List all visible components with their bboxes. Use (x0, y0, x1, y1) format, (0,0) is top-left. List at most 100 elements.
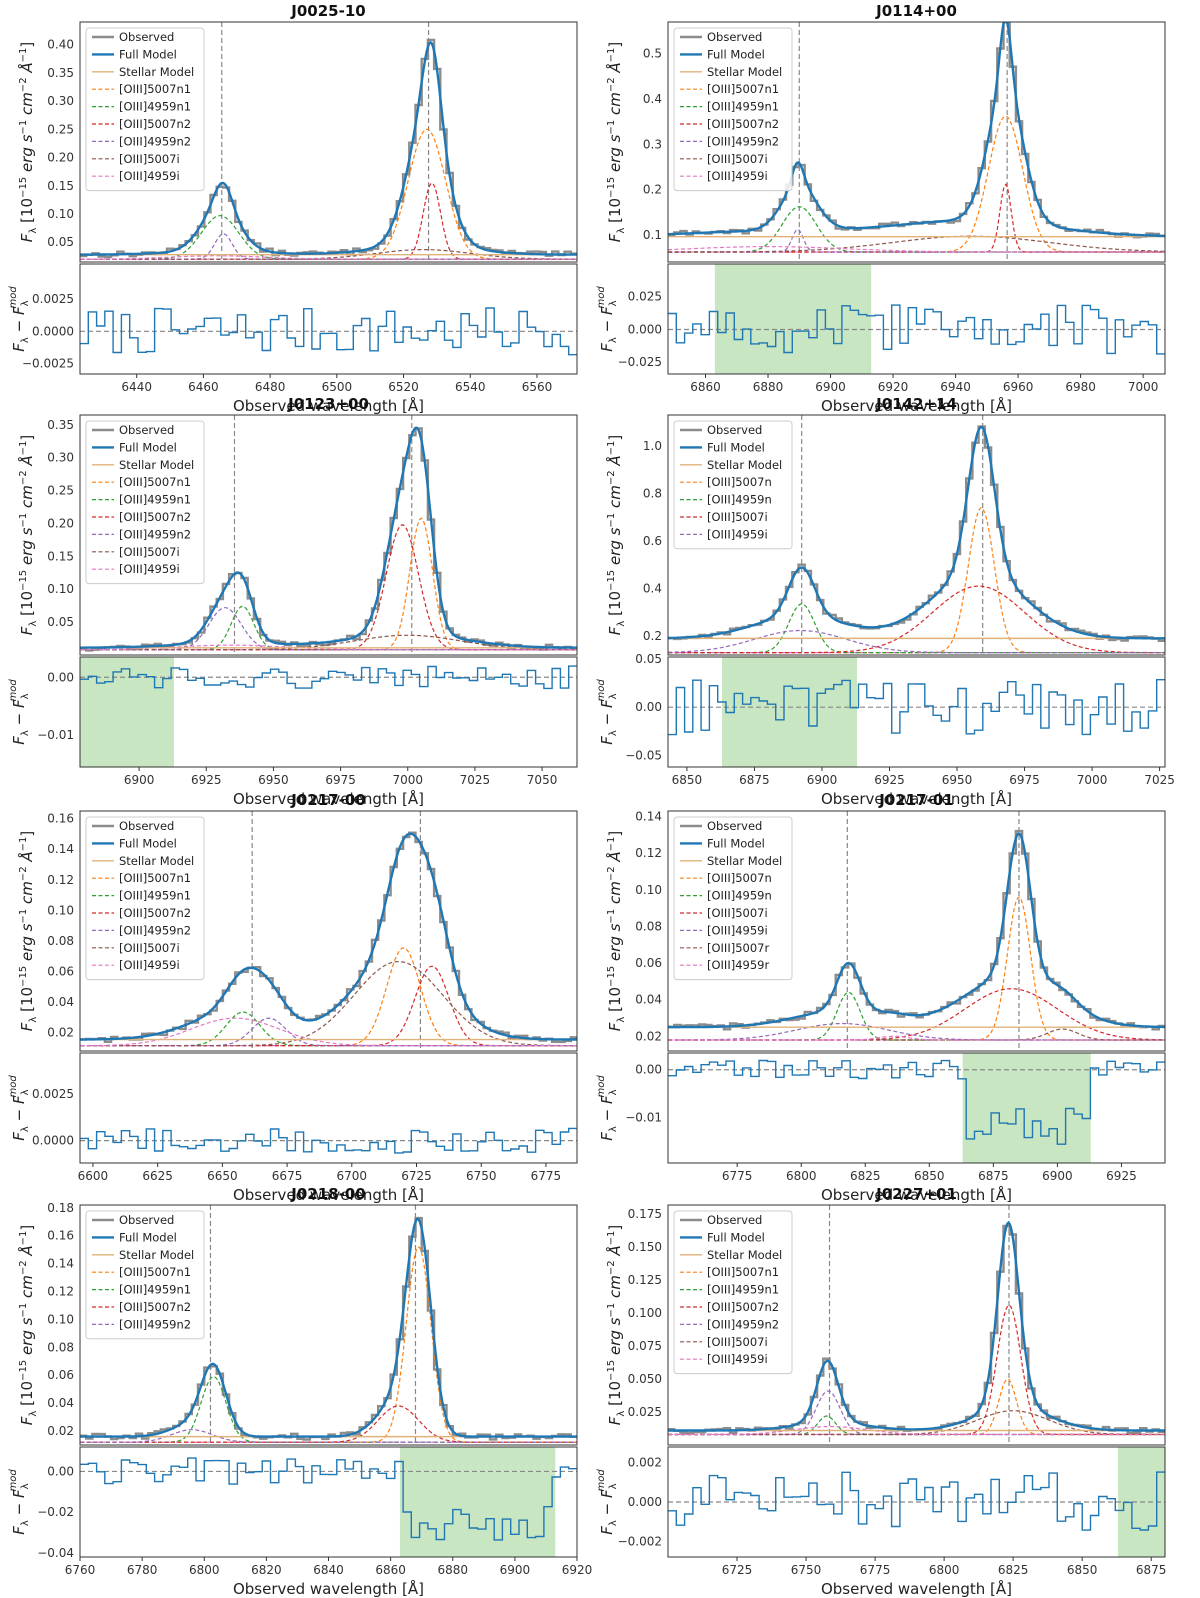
legend-entry: [OIII]4959r (707, 958, 769, 972)
residual-y-tick-label: 0.025 (628, 290, 662, 304)
masked-region (722, 657, 858, 767)
y-tick-label: 0.12 (47, 873, 74, 887)
panel-title: J0217-00 (290, 791, 365, 809)
residual-line (668, 679, 1165, 736)
y-tick-label: 0.08 (635, 919, 662, 933)
component-oiii5007i (668, 585, 1165, 654)
legend-entry: Full Model (119, 440, 177, 454)
panel-j0114-00: J0114+00 0.1 0.2 0.3 0.4 0.5 Observed Full Mode… (596, 2, 1166, 415)
x-tick-label: 6975 (325, 773, 356, 787)
full-model-curve (668, 1220, 1165, 1432)
x-tick-label: 7000 (1077, 773, 1108, 787)
y-tick-label: 0.08 (47, 1340, 74, 1354)
x-tick-label: 6750 (466, 1169, 497, 1183)
legend-entry: Full Model (707, 440, 765, 454)
y-tick-label: 0.25 (47, 484, 74, 498)
component-oiii4959i (80, 255, 577, 260)
panel-j0218-00: J0218-00 0.02 0.04 0.06 0.08 0.10 0.12 0.14 0.16… (8, 1185, 592, 1598)
legend-entry: [OIII]4959n (707, 889, 772, 903)
panel-j0217-01: J0217-01 0.02 0.04 0.06 0.08 0.10 0.12 0.14 Obse… (596, 791, 1166, 1204)
residual-plot-area (668, 1447, 1165, 1557)
y-tick-label: 0.6 (643, 534, 662, 548)
component-oiii4959r (668, 1035, 1165, 1041)
x-tick-label: 6775 (531, 1169, 562, 1183)
x-tick-label: 6700 (337, 1169, 368, 1183)
x-axis-label: Observed wavelength [Å] (233, 1185, 424, 1204)
x-tick-label: 6625 (142, 1169, 173, 1183)
component-oiii4959i (668, 246, 1165, 253)
y-tick-label: 0.1 (643, 228, 662, 242)
y-tick-label: 1.0 (643, 439, 662, 453)
main-plot-area (668, 415, 1165, 655)
legend-entry: [OIII]5007n (707, 475, 772, 489)
y-tick-label: 0.025 (628, 1405, 662, 1419)
legend-entry: [OIII]5007i (707, 906, 768, 920)
legend-entry: [OIII]4959n2 (707, 1317, 779, 1331)
legend-entry: [OIII]4959i (119, 562, 180, 576)
legend-entry: Observed (119, 1213, 174, 1227)
x-tick-label: 6825 (850, 1169, 881, 1183)
residual-line (80, 665, 577, 690)
y-axis-label: Fλ [10−15 erg s−1 cm−2 Å−1] (17, 1225, 39, 1425)
residual-line (80, 1457, 577, 1541)
legend-entry: [OIII]4959n2 (119, 1317, 191, 1331)
main-axes-frame (79, 810, 578, 1052)
x-tick-label: 6925 (874, 773, 905, 787)
y-tick-label: 0.5 (643, 47, 662, 61)
legend-entry: Stellar Model (119, 458, 194, 472)
y-tick-label: 0.04 (47, 1396, 74, 1410)
x-tick-label: 6650 (207, 1169, 238, 1183)
y-tick-label: 0.25 (47, 122, 74, 136)
x-tick-label: 6925 (1106, 1169, 1137, 1183)
y-tick-label: 0.150 (628, 1240, 662, 1254)
x-tick-label: 6520 (388, 380, 419, 394)
x-tick-label: 6850 (672, 773, 703, 787)
component-oiii4959i (668, 1425, 1165, 1436)
x-tick-label: 6960 (1003, 380, 1034, 394)
residual-line (668, 1059, 1165, 1145)
x-tick-label: 6875 (978, 1169, 1009, 1183)
main-axes-frame (667, 810, 1166, 1052)
residual-axes-frame (667, 656, 1166, 768)
main-axes-frame (79, 21, 578, 263)
full-model-curve (668, 22, 1165, 238)
legend: Observed Full Model Stellar Model [OIII]500… (85, 27, 205, 192)
legend-entry: Observed (707, 30, 762, 44)
residual-axes-frame (667, 263, 1166, 375)
y-tick-label: 0.075 (628, 1339, 662, 1353)
full-model-curve (80, 1217, 577, 1438)
legend-entry: Observed (707, 819, 762, 833)
residual-y-tick-label: 0.00 (47, 1464, 74, 1478)
residual-axes-frame (79, 1052, 578, 1164)
residual-y-axis-label: Fλ − Fλmod (8, 679, 31, 745)
residual-y-tick-label: −0.025 (618, 355, 662, 369)
legend-entry: [OIII]5007n (707, 871, 772, 885)
full-model-curve (668, 832, 1165, 1029)
x-tick-label: 6925 (191, 773, 222, 787)
x-tick-label: 6800 (786, 1169, 817, 1183)
residual-y-axis-label: Fλ − Fλmod (8, 286, 31, 352)
residual-y-tick-label: 0.05 (635, 652, 662, 666)
residual-y-tick-label: 0.0025 (32, 1087, 74, 1101)
y-tick-label: 0.04 (47, 995, 74, 1009)
panel-title: J0025-10 (290, 2, 365, 20)
x-tick-label: 6440 (121, 380, 152, 394)
x-axis-label: Observed wavelength [Å] (233, 396, 424, 415)
y-tick-label: 0.06 (47, 1368, 74, 1382)
panel-j0025-10: J0025-10 0.05 0.10 0.15 0.20 0.25 0.30 0.35 0.40… (8, 2, 578, 415)
main-plot-area (80, 1205, 577, 1445)
x-tick-label: 6950 (942, 773, 973, 787)
legend-entry: Observed (707, 1213, 762, 1227)
legend-entry: [OIII]4959n1 (119, 100, 191, 114)
y-tick-label: 0.15 (47, 549, 74, 563)
residual-y-tick-label: −0.05 (625, 748, 662, 762)
residual-y-axis-label: Fλ − Fλmod (596, 1469, 619, 1535)
legend: Observed Full Model Stellar Model [OIII]500… (673, 420, 793, 550)
y-tick-label: 0.30 (47, 94, 74, 108)
y-tick-label: 0.100 (628, 1306, 662, 1320)
legend-entry: [OIII]4959n1 (119, 889, 191, 903)
component-oiii5007n2 (80, 182, 577, 260)
residual-y-tick-label: 0.00 (635, 700, 662, 714)
main-axes-frame (667, 21, 1166, 263)
x-axis-label: Observed wavelength [Å] (821, 396, 1012, 415)
